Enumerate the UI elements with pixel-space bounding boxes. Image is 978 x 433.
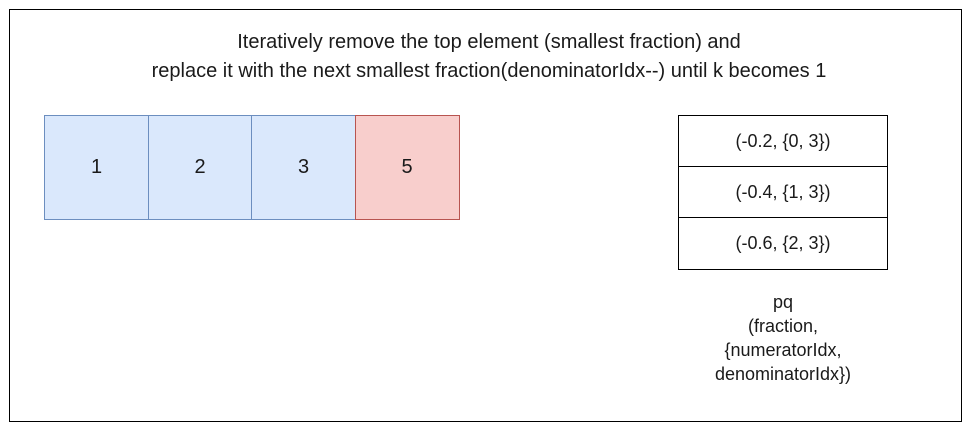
pq-caption-line: denominatorIdx}) bbox=[714, 364, 852, 384]
diagram-frame bbox=[9, 9, 962, 422]
array-cell-highlighted: 5 bbox=[354, 115, 460, 220]
pq-item: (-0.6, {2, 3}) bbox=[678, 217, 888, 270]
priority-queue: (-0.2, {0, 3}) (-0.4, {1, 3}) (-0.6, {2,… bbox=[678, 115, 888, 270]
title-line-2: replace it with the next smallest fracti… bbox=[151, 60, 827, 82]
array-cell: 1 bbox=[44, 115, 149, 220]
pq-caption-line: (fraction, bbox=[747, 316, 819, 336]
pq-caption-line: {numeratorIdx, bbox=[724, 340, 842, 360]
array-cell: 2 bbox=[147, 115, 253, 220]
pq-item: (-0.4, {1, 3}) bbox=[678, 166, 888, 219]
pq-caption: pq (fraction, {numeratorIdx, denominator… bbox=[678, 290, 888, 386]
array-cell: 3 bbox=[251, 115, 356, 220]
title-line-1: Iteratively remove the top element (smal… bbox=[237, 31, 741, 53]
diagram-title: Iteratively remove the top element (smal… bbox=[9, 28, 969, 86]
array: 1 2 3 5 bbox=[44, 115, 460, 221]
pq-item: (-0.2, {0, 3}) bbox=[678, 115, 888, 168]
pq-caption-line: pq bbox=[772, 292, 794, 312]
